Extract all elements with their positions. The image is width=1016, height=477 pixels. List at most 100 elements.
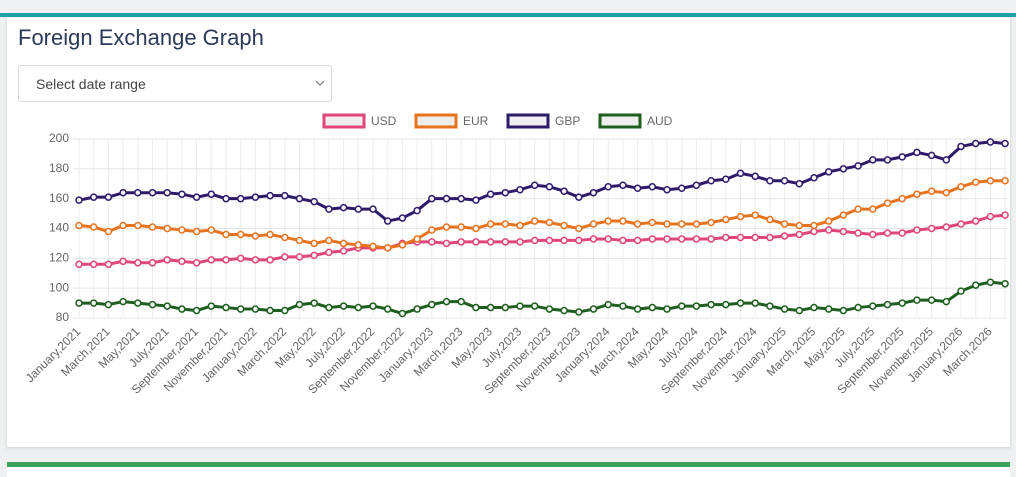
y-tick-label: 160 (49, 191, 69, 205)
point (1001, 211, 1009, 219)
point (971, 217, 980, 225)
point (780, 232, 789, 240)
point (472, 303, 480, 312)
point (516, 302, 524, 310)
point (971, 178, 980, 187)
point (927, 224, 936, 233)
point (736, 212, 745, 221)
point (663, 185, 671, 194)
point (192, 227, 201, 236)
point (824, 217, 833, 225)
point (736, 299, 745, 307)
point (619, 302, 627, 310)
point (148, 188, 157, 197)
point (516, 221, 524, 230)
point (428, 226, 436, 234)
date-range-select[interactable]: Select date range (18, 65, 332, 102)
point (89, 260, 98, 269)
point (795, 230, 804, 239)
point (722, 300, 730, 309)
point (119, 257, 127, 266)
point (883, 229, 892, 237)
y-tick-label: 120 (49, 251, 69, 265)
point (281, 306, 289, 315)
point (383, 244, 392, 252)
point (413, 235, 421, 243)
point (295, 300, 304, 309)
point (883, 156, 892, 164)
point (707, 218, 715, 227)
point (442, 297, 451, 306)
y-tick-label: 200 (49, 131, 69, 145)
point (986, 278, 995, 286)
point (501, 238, 510, 246)
point (942, 297, 951, 306)
point (251, 256, 260, 264)
point (707, 300, 715, 309)
point (545, 218, 554, 227)
series-line (79, 213, 1006, 266)
point (428, 238, 436, 246)
point (339, 239, 348, 248)
point (1001, 139, 1009, 148)
point (604, 235, 612, 243)
point (722, 233, 730, 242)
point (325, 248, 333, 257)
point (707, 235, 715, 243)
point (163, 224, 171, 233)
point (707, 177, 715, 185)
legend-swatch (506, 113, 550, 129)
point (398, 241, 407, 249)
point (178, 226, 186, 234)
point (457, 238, 465, 246)
point (119, 221, 127, 230)
point (266, 256, 274, 264)
point (648, 235, 657, 243)
point (325, 303, 333, 312)
series-line (79, 280, 1006, 316)
point (472, 224, 480, 233)
point (913, 226, 921, 234)
point (428, 300, 436, 309)
point (339, 302, 348, 310)
point (119, 188, 127, 197)
point (839, 211, 848, 219)
bottom-card (7, 467, 1010, 477)
point (178, 305, 186, 313)
point (457, 223, 465, 231)
point (648, 303, 657, 312)
point (560, 221, 568, 230)
point (604, 217, 612, 225)
point (913, 190, 921, 198)
point (913, 148, 921, 157)
point (780, 305, 789, 313)
select-placeholder: Select date range (36, 76, 146, 92)
point (869, 302, 877, 310)
y-tick-label: 140 (49, 221, 69, 235)
point (89, 299, 98, 307)
point (633, 220, 642, 228)
point (810, 227, 818, 236)
point (222, 303, 230, 312)
point (839, 165, 848, 173)
point (413, 305, 421, 313)
point (104, 193, 113, 201)
point (824, 305, 833, 313)
point (619, 217, 627, 225)
point (766, 302, 774, 310)
point (869, 205, 877, 213)
point (560, 236, 568, 245)
point (648, 182, 657, 191)
point (986, 138, 995, 146)
point (942, 156, 951, 164)
point (751, 299, 759, 307)
point (751, 172, 759, 181)
point (530, 181, 539, 189)
point (89, 223, 98, 231)
point (442, 223, 451, 231)
point (310, 197, 318, 206)
point (339, 247, 348, 255)
point (295, 236, 304, 245)
point (75, 299, 83, 307)
point (222, 194, 230, 203)
